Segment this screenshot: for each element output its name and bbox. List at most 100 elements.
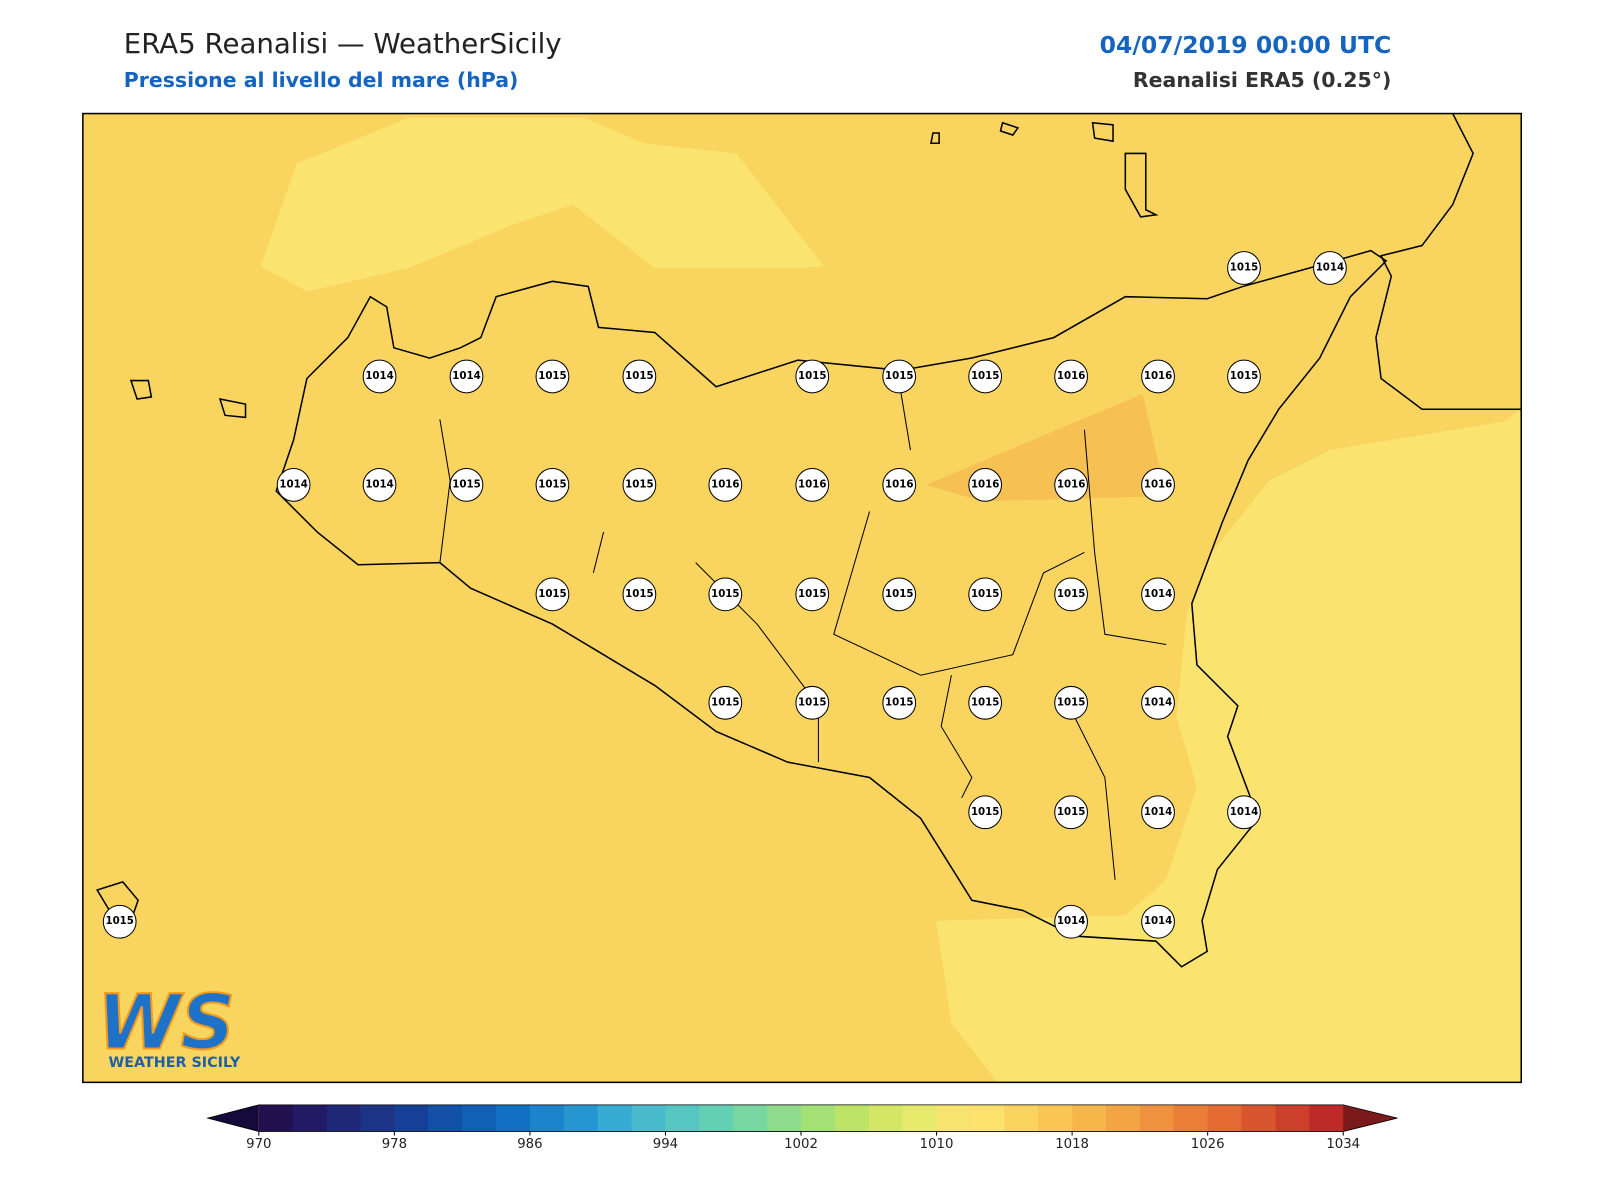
station-marker: [795, 577, 830, 612]
station-marker: [708, 577, 743, 612]
station-marker: [535, 577, 570, 612]
station-marker: [535, 359, 570, 394]
station-marker: [449, 359, 484, 394]
station-value: 1015: [1230, 263, 1258, 274]
colorbar-tick-label: 1034: [1326, 1137, 1360, 1152]
station-marker: [968, 795, 1003, 830]
station: 1015: [795, 685, 830, 720]
station-marker: [622, 359, 657, 394]
station-marker: [882, 359, 917, 394]
map-frame: [82, 112, 1522, 1084]
station: 1015: [968, 577, 1003, 612]
station-marker: [708, 468, 743, 502]
subtitle: Pressione al livello del mare (hPa): [124, 68, 519, 92]
station-marker: [1054, 904, 1088, 939]
station-value: 1015: [885, 371, 913, 382]
station: 1015: [535, 577, 570, 612]
station: 1015: [622, 577, 657, 612]
station-value: 1015: [452, 479, 480, 490]
station-value: 1015: [798, 589, 826, 600]
colorbar-over: [1343, 1104, 1398, 1132]
colorbar-under: [207, 1104, 259, 1132]
colorbar-box: [801, 1104, 836, 1132]
station-marker: [1054, 468, 1088, 502]
station-value: 1015: [971, 807, 999, 818]
logo-mark: WS: [97, 979, 235, 1067]
colorbar-box: [733, 1104, 768, 1132]
station-value: 1015: [105, 916, 133, 927]
station: 1015: [1054, 685, 1088, 720]
station: 1015: [622, 359, 657, 394]
colorbar-box: [258, 1104, 294, 1132]
station: 1015: [535, 359, 570, 394]
colorbar-box: [1241, 1104, 1276, 1132]
pressure-field: [936, 409, 1522, 1083]
colorbar-box: [1207, 1104, 1243, 1132]
station-value: 1015: [971, 697, 999, 708]
station-value: 1015: [885, 697, 913, 708]
coastline: [275, 249, 1388, 968]
colorbar-box: [360, 1104, 395, 1132]
station-marker: [102, 904, 137, 939]
station: 1014: [1141, 685, 1175, 720]
station-value: 1015: [625, 589, 653, 600]
station: 1015: [1054, 795, 1088, 830]
colorbar-box: [462, 1104, 497, 1132]
colorbar-box: [496, 1104, 531, 1132]
colorbar-tick-label: 986: [517, 1137, 542, 1152]
station-value: 1014: [279, 479, 307, 490]
colorbar-box: [1173, 1104, 1209, 1132]
station: 1015: [795, 359, 830, 394]
station: 1015: [708, 685, 743, 720]
station-value: 1016: [1057, 371, 1085, 382]
station-marker: [1054, 359, 1088, 394]
station-value: 1016: [798, 479, 826, 490]
station: 1014: [1141, 577, 1175, 612]
station-marker: [882, 685, 917, 720]
colorbar-box: [1275, 1104, 1310, 1132]
colorbar-box: [1072, 1104, 1107, 1132]
station-marker: [1141, 685, 1175, 720]
station: 1016: [968, 468, 1003, 502]
colorbar-box: [1038, 1104, 1073, 1132]
colorbar-tick-label: 994: [653, 1137, 678, 1152]
station-value: 1016: [971, 479, 999, 490]
station-marker: [1054, 795, 1088, 830]
station: 1014: [1054, 904, 1088, 939]
station: 1015: [968, 359, 1003, 394]
station-value: 1016: [885, 479, 913, 490]
colorbar-box: [665, 1104, 700, 1132]
colorbar-box: [597, 1104, 633, 1132]
station-value: 1014: [1144, 589, 1172, 600]
colorbar-box: [529, 1104, 565, 1132]
station-value: 1015: [711, 589, 739, 600]
logo-name: WEATHER SICILY: [108, 1055, 240, 1071]
colorbar-box: [936, 1104, 971, 1132]
station-marker: [535, 468, 570, 502]
station-value: 1014: [365, 371, 393, 382]
coastline: [1375, 113, 1522, 410]
station-value: 1016: [711, 479, 739, 490]
station-value: 1016: [1057, 479, 1085, 490]
station: 1015: [102, 904, 137, 939]
colorbar-box: [631, 1104, 666, 1132]
station-value: 1015: [625, 371, 653, 382]
colorbar-box: [868, 1104, 904, 1132]
station-marker: [276, 468, 311, 502]
colorbar-box: [1309, 1104, 1344, 1132]
station-marker: [362, 468, 397, 502]
station-value: 1015: [885, 589, 913, 600]
station: 1015: [968, 685, 1003, 720]
station-marker: [1141, 577, 1175, 612]
title: ERA5 Reanalisi — WeatherSicily: [124, 27, 562, 60]
station-value: 1015: [1057, 697, 1085, 708]
station: 1016: [1054, 359, 1088, 394]
station-marker: [1141, 904, 1175, 939]
station-marker: [1141, 468, 1175, 502]
station: 1015: [882, 359, 917, 394]
station-marker: [622, 577, 657, 612]
station-value: 1015: [1057, 589, 1085, 600]
station: 1014: [1227, 795, 1261, 830]
